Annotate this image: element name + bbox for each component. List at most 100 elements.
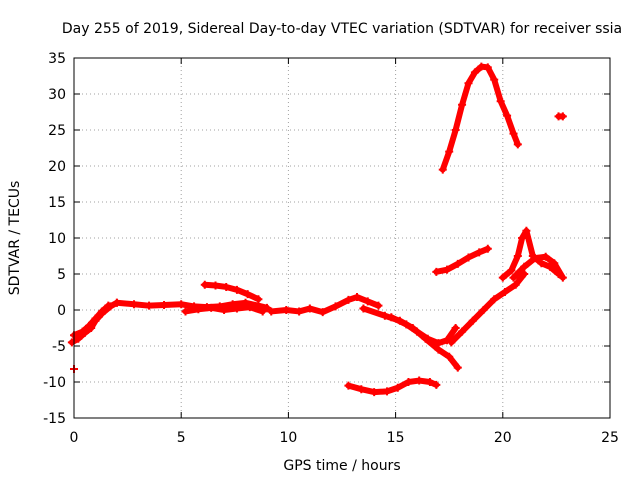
data-point (380, 311, 389, 320)
data-point (254, 295, 263, 304)
data-point (475, 248, 484, 257)
data-point (194, 305, 203, 314)
data-point (243, 290, 252, 299)
data-point (245, 303, 254, 312)
data-point (200, 280, 209, 289)
y-tick-label: 20 (48, 159, 66, 175)
data-point (453, 259, 462, 268)
y-tick-label: 5 (57, 267, 66, 283)
data-point (267, 307, 276, 316)
data-point (520, 270, 529, 278)
data-point (331, 302, 340, 311)
data-point (85, 321, 94, 330)
data-point (181, 307, 190, 316)
series-arc-evening-spike (498, 226, 563, 282)
data-point (425, 378, 434, 386)
y-tick-label: 15 (48, 195, 66, 211)
data-point (305, 304, 314, 313)
data-point (413, 327, 422, 336)
y-tick-label: 30 (48, 87, 66, 103)
x-tick-label: 20 (494, 430, 512, 446)
data-point (91, 314, 100, 323)
data-point (451, 324, 460, 332)
data-point (344, 295, 353, 304)
series-arc-rising (447, 270, 529, 347)
data-point (558, 112, 567, 121)
data-point (282, 306, 291, 314)
y-tick-label: 25 (48, 123, 66, 139)
data-point (370, 388, 379, 397)
data-point (445, 147, 454, 156)
data-point (511, 280, 520, 289)
series-arc-evening-band (509, 252, 567, 282)
data-point (432, 380, 441, 389)
data-point (447, 338, 456, 347)
data-point (520, 262, 529, 271)
y-tick-label: 10 (48, 231, 66, 247)
data-point (522, 226, 531, 235)
series-arc-peak (438, 62, 522, 174)
data-point (67, 338, 76, 347)
data-point (483, 244, 492, 253)
data-point (232, 285, 241, 294)
data-point (104, 301, 113, 310)
data-point (359, 304, 368, 313)
data-point (445, 352, 454, 361)
data-point (295, 307, 304, 316)
series-arc-isolated (554, 112, 567, 121)
data-point (145, 301, 154, 310)
data-point (468, 316, 477, 325)
data-point (490, 295, 499, 304)
data-point (518, 234, 527, 242)
series-arc-day-band-3 (267, 293, 383, 317)
chart-title: Day 255 of 2019, Sidereal Day-to-day VTE… (62, 21, 622, 37)
data-point (479, 306, 488, 314)
data-point (513, 252, 522, 260)
data-point (211, 281, 220, 290)
data-point (458, 327, 467, 336)
data-point (496, 97, 505, 106)
series-trace (268, 294, 382, 316)
series-arc-day-band-2 (181, 303, 267, 316)
data-point (453, 363, 462, 372)
data-point (318, 308, 327, 317)
series-arc-afternoon-bowl (387, 313, 460, 348)
data-point (383, 387, 392, 396)
data-point (503, 111, 512, 120)
data-point (558, 273, 567, 282)
y-tick-label: 0 (57, 303, 66, 319)
data-point (357, 385, 366, 394)
data-point (498, 273, 507, 282)
x-tick-label: 10 (279, 430, 297, 446)
data-point (344, 381, 353, 390)
data-point (451, 126, 460, 134)
tick-labels: 0 5 10 15 20 25 -15 -10 -5 0 5 10 15 20 25 30 35 (43, 51, 619, 446)
y-tick-label: -10 (43, 375, 66, 391)
data-point (363, 297, 372, 306)
data-point (220, 306, 229, 314)
data-point (483, 63, 492, 72)
data-point (537, 259, 546, 268)
data-point (464, 79, 473, 88)
data-point (545, 262, 554, 271)
data-point (443, 265, 452, 274)
data-point (353, 293, 362, 302)
data-point (513, 140, 522, 149)
series-trace (510, 253, 566, 281)
y-tick-label: 35 (48, 51, 66, 67)
y-tick-label: -15 (43, 411, 66, 427)
data-point (160, 300, 169, 309)
data-point (464, 253, 473, 262)
data-point (541, 252, 550, 261)
data-point (509, 129, 518, 138)
data-point (507, 266, 516, 275)
series-trace (448, 271, 528, 346)
y-axis-title: SDTVAR / TECUs (7, 181, 23, 296)
data-point (509, 273, 518, 282)
x-tick-label: 0 (70, 430, 79, 446)
data-point (112, 298, 121, 307)
x-tick-label: 25 (601, 430, 619, 446)
data-point (402, 320, 411, 329)
